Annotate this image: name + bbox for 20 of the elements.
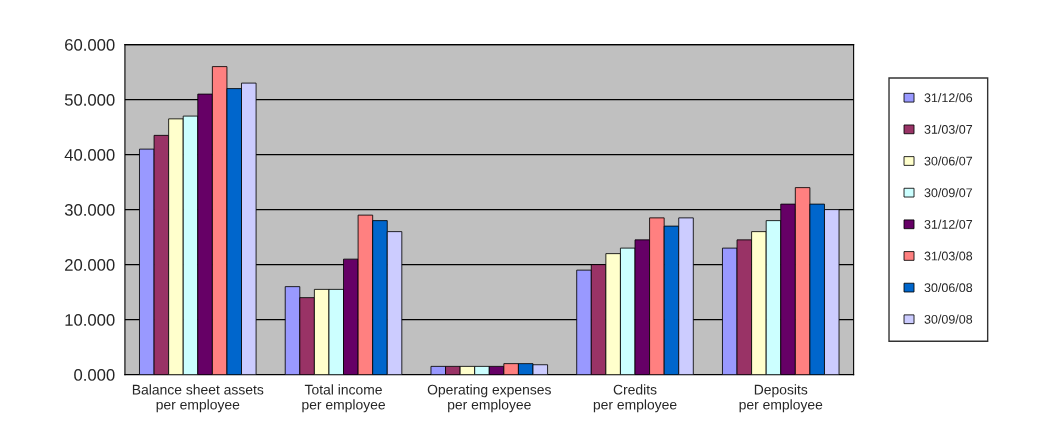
legend-label: 31/12/07 (924, 219, 973, 229)
x-tick-label: Operating expenses per employee (427, 384, 551, 413)
legend-label: 30/09/08 (924, 314, 973, 324)
x-tick-label: Credits per employee (593, 384, 677, 413)
y-tick-label: 10.000 (65, 314, 115, 326)
y-tick-label: 50.000 (64, 94, 115, 106)
legend-label: 31/12/06 (924, 93, 973, 103)
legend-label: 30/06/08 (924, 282, 973, 293)
y-tick-label: 30.000 (64, 204, 115, 216)
legend-label: 30/06/07 (924, 156, 973, 166)
x-tick-label: Balance sheet assets per employee (132, 384, 264, 413)
legend-label: 30/09/07 (924, 187, 973, 198)
y-tick-label: 0.000 (74, 369, 115, 381)
x-tick-label: Total income per employee (302, 384, 385, 413)
y-tick-label: 20.000 (65, 259, 115, 271)
y-tick-label: 60.000 (65, 39, 115, 51)
legend-label: 31/03/07 (924, 124, 973, 134)
legend-label: 31/03/08 (924, 251, 973, 261)
x-tick-label: Deposits per employee (739, 384, 823, 413)
y-tick-label: 40.000 (64, 149, 115, 161)
